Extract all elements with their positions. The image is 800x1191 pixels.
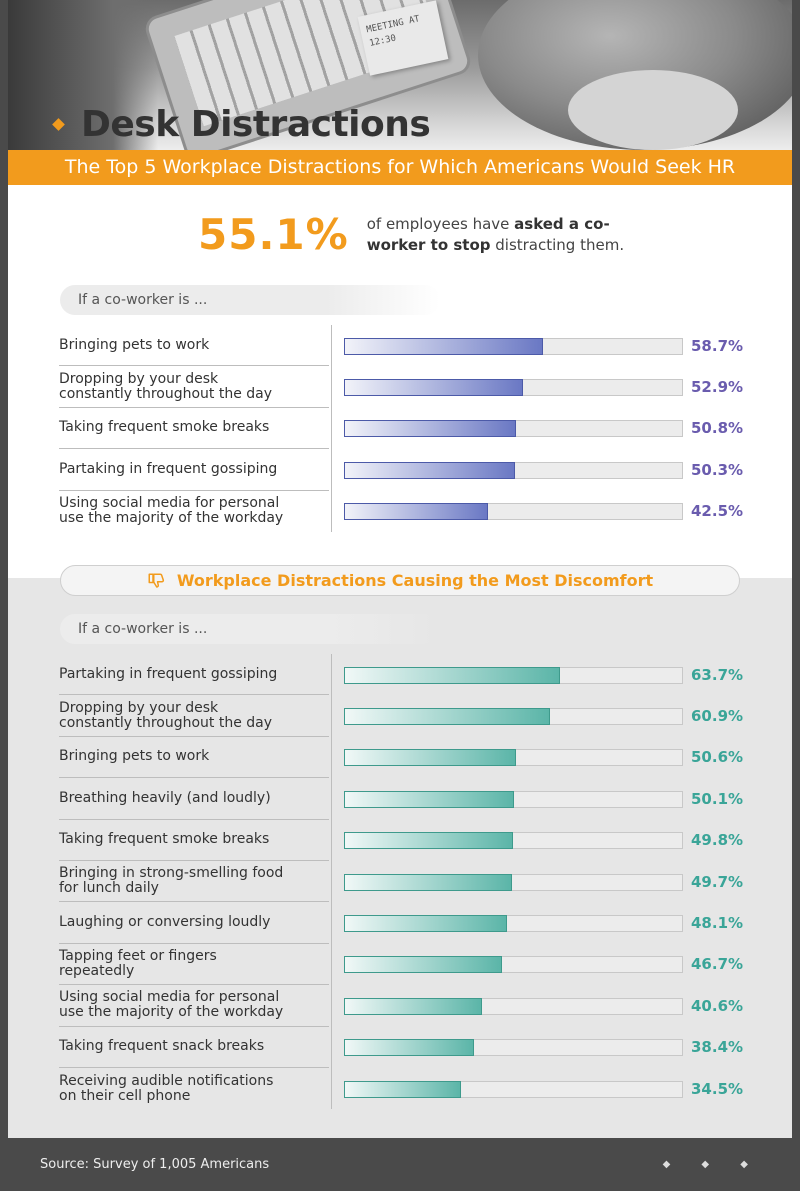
bar-category-label: Partaking in frequent gossiping: [59, 654, 329, 696]
key-stat: 55.1% of employees have asked a co-worke…: [198, 210, 667, 259]
bar: [344, 666, 560, 684]
bar: [344, 956, 502, 974]
bar-category-label: Dropping by your desk constantly through…: [59, 695, 329, 737]
section1-prompt-pill: If a co-worker is ...: [60, 285, 440, 315]
bar-track: [344, 708, 683, 726]
bar-value-label: 50.8%: [691, 419, 744, 438]
bar-category-label: Laughing or conversing loudly: [59, 902, 329, 944]
section2-header: Workplace Distractions Causing the Most …: [60, 565, 740, 596]
bar-value-label: 49.8%: [691, 831, 744, 850]
bar-track: [344, 915, 683, 933]
bar-category-label: Partaking in frequent gossiping: [59, 449, 329, 491]
thumbs-down-icon: [148, 573, 164, 588]
bar-value-label: 48.1%: [691, 914, 744, 933]
bar-track: [344, 461, 683, 479]
bar: [344, 873, 512, 891]
bar: [344, 708, 550, 726]
bar-category-label: Receiving audible notifications on their…: [59, 1072, 274, 1104]
bar-track: [344, 666, 683, 684]
bar-value-label: 46.7%: [691, 955, 744, 974]
bar-category-label: Using social media for personal use the …: [59, 495, 284, 527]
bar: [344, 503, 488, 521]
bar-category-label: Taking frequent smoke breaks: [59, 820, 329, 861]
hero-shadow: [8, 0, 158, 150]
bar: [344, 997, 482, 1015]
bar-category-label: Using social media for personal use the …: [59, 985, 329, 1027]
key-stat-text: of employees have asked a co-worker to s…: [367, 214, 667, 256]
bar: [344, 915, 507, 933]
bar-track: [344, 873, 683, 891]
bar: [344, 790, 514, 808]
key-stat-text-after: distracting them.: [490, 235, 625, 254]
bar-track: [344, 379, 683, 397]
bar-value-label: 49.7%: [691, 872, 744, 891]
bar-track: [344, 956, 683, 974]
bar: [344, 420, 516, 438]
bar-track: [344, 997, 683, 1015]
bar: [344, 749, 516, 767]
bar-track: [344, 749, 683, 767]
bar-value-label: 52.9%: [691, 378, 744, 397]
source-note: Source: Survey of 1,005 Americans: [40, 1157, 270, 1172]
infographic: MEETING AT 12:30 Desk Distractions The T…: [8, 0, 792, 1138]
key-stat-text-before: of employees have: [366, 214, 515, 233]
bar-track: [344, 790, 683, 808]
diamond-icon: [52, 117, 65, 131]
bar-track: [344, 337, 683, 355]
bar-value-label: 42.5%: [691, 502, 744, 521]
bar: [344, 337, 543, 355]
bar: [344, 461, 515, 479]
bar-track: [344, 420, 683, 438]
hero-photo: MEETING AT 12:30: [8, 0, 792, 150]
hand-illustration: [568, 70, 738, 150]
bar-value-label: 60.9%: [691, 707, 744, 726]
bar-value-label: 63.7%: [691, 665, 744, 684]
bar-value-label: 50.3%: [691, 460, 744, 479]
chart-divider: [331, 325, 332, 532]
chart-divider: [331, 654, 332, 1110]
bar-track: [344, 503, 683, 521]
page-title: Desk Distractions: [81, 103, 431, 145]
section2-prompt-pill: If a co-worker is ...: [60, 614, 440, 644]
bar: [344, 1039, 474, 1057]
bar-value-label: 50.6%: [691, 748, 744, 767]
title-row: Desk Distractions: [52, 100, 431, 148]
key-stat-text-bold: asked a co-worker to stop: [366, 214, 610, 254]
bar-value-label: 38.4%: [691, 1038, 744, 1057]
footer: Source: Survey of 1,005 Americans ◆ ◆ ◆: [0, 1138, 800, 1191]
bar-track: [344, 1080, 683, 1098]
bar-category-label: Taking frequent snack breaks: [59, 1027, 329, 1068]
bar-track: [344, 1039, 683, 1057]
subtitle-banner: The Top 5 Workplace Distractions for Whi…: [8, 150, 792, 185]
bar: [344, 1080, 461, 1098]
bar-value-label: 34.5%: [691, 1079, 744, 1098]
bar-value-label: 58.7%: [691, 336, 744, 355]
bar-category-label: Dropping by your desk constantly through…: [59, 366, 329, 408]
key-stat-value: 55.1%: [198, 210, 349, 259]
bar-value-label: 50.1%: [691, 789, 744, 808]
bar-category-label: Bringing pets to work: [59, 737, 329, 779]
bar-category-label: Breathing heavily (and loudly): [59, 778, 329, 820]
bar-track: [344, 832, 683, 850]
bar: [344, 832, 513, 850]
bar-category-label: Bringing pets to work: [59, 325, 329, 367]
bar-value-label: 40.6%: [691, 996, 744, 1015]
bar-category-label: Taking frequent smoke breaks: [59, 408, 329, 450]
footer-dots: ◆ ◆ ◆: [662, 1159, 762, 1170]
section2-title: Workplace Distractions Causing the Most …: [176, 571, 654, 590]
bar-category-label: Tapping feet or fingers repeatedly: [59, 944, 329, 986]
bar: [344, 379, 523, 397]
sticky-note-text: MEETING AT 12:30: [365, 14, 421, 49]
bar-category-label: Bringing in strong-smelling food for lun…: [59, 861, 329, 903]
